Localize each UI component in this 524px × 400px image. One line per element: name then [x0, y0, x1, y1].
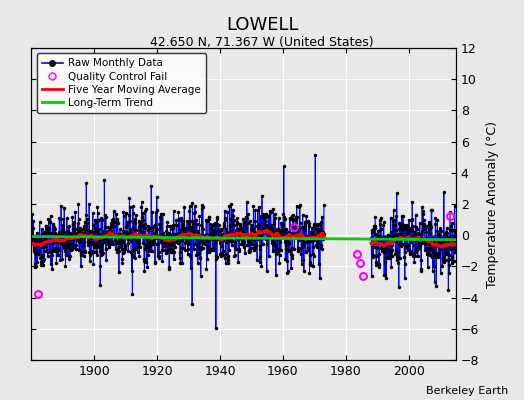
- Text: Berkeley Earth: Berkeley Earth: [426, 386, 508, 396]
- Text: 42.650 N, 71.367 W (United States): 42.650 N, 71.367 W (United States): [150, 36, 374, 49]
- Y-axis label: Temperature Anomaly (°C): Temperature Anomaly (°C): [486, 120, 499, 288]
- Legend: Raw Monthly Data, Quality Control Fail, Five Year Moving Average, Long-Term Tren: Raw Monthly Data, Quality Control Fail, …: [37, 53, 206, 113]
- Text: LOWELL: LOWELL: [226, 16, 298, 34]
